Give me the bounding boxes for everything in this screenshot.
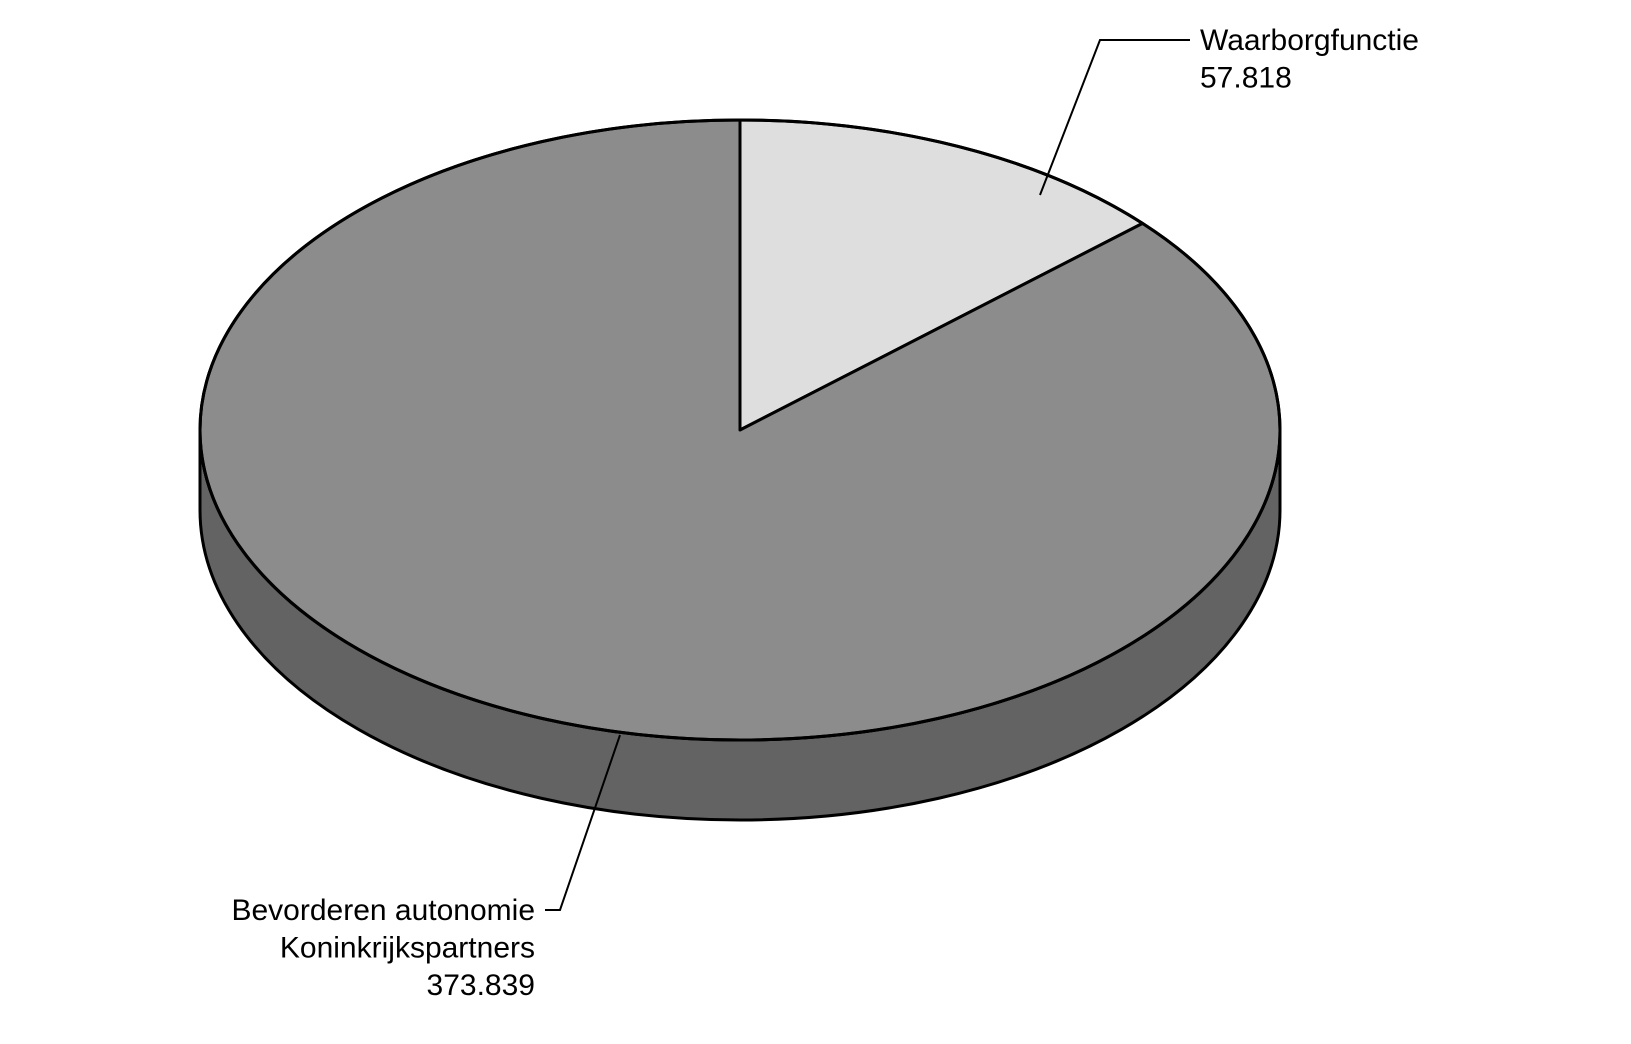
slice-label-1: Bevorderen autonomieKoninkrijkspartners3… — [231, 894, 535, 1002]
pie-chart-3d: Waarborgfunctie57.818 Bevorderen autonomi… — [0, 0, 1631, 1044]
leader-line-0 — [1040, 40, 1190, 195]
slice-label-0: Waarborgfunctie57.818 — [1200, 24, 1419, 95]
